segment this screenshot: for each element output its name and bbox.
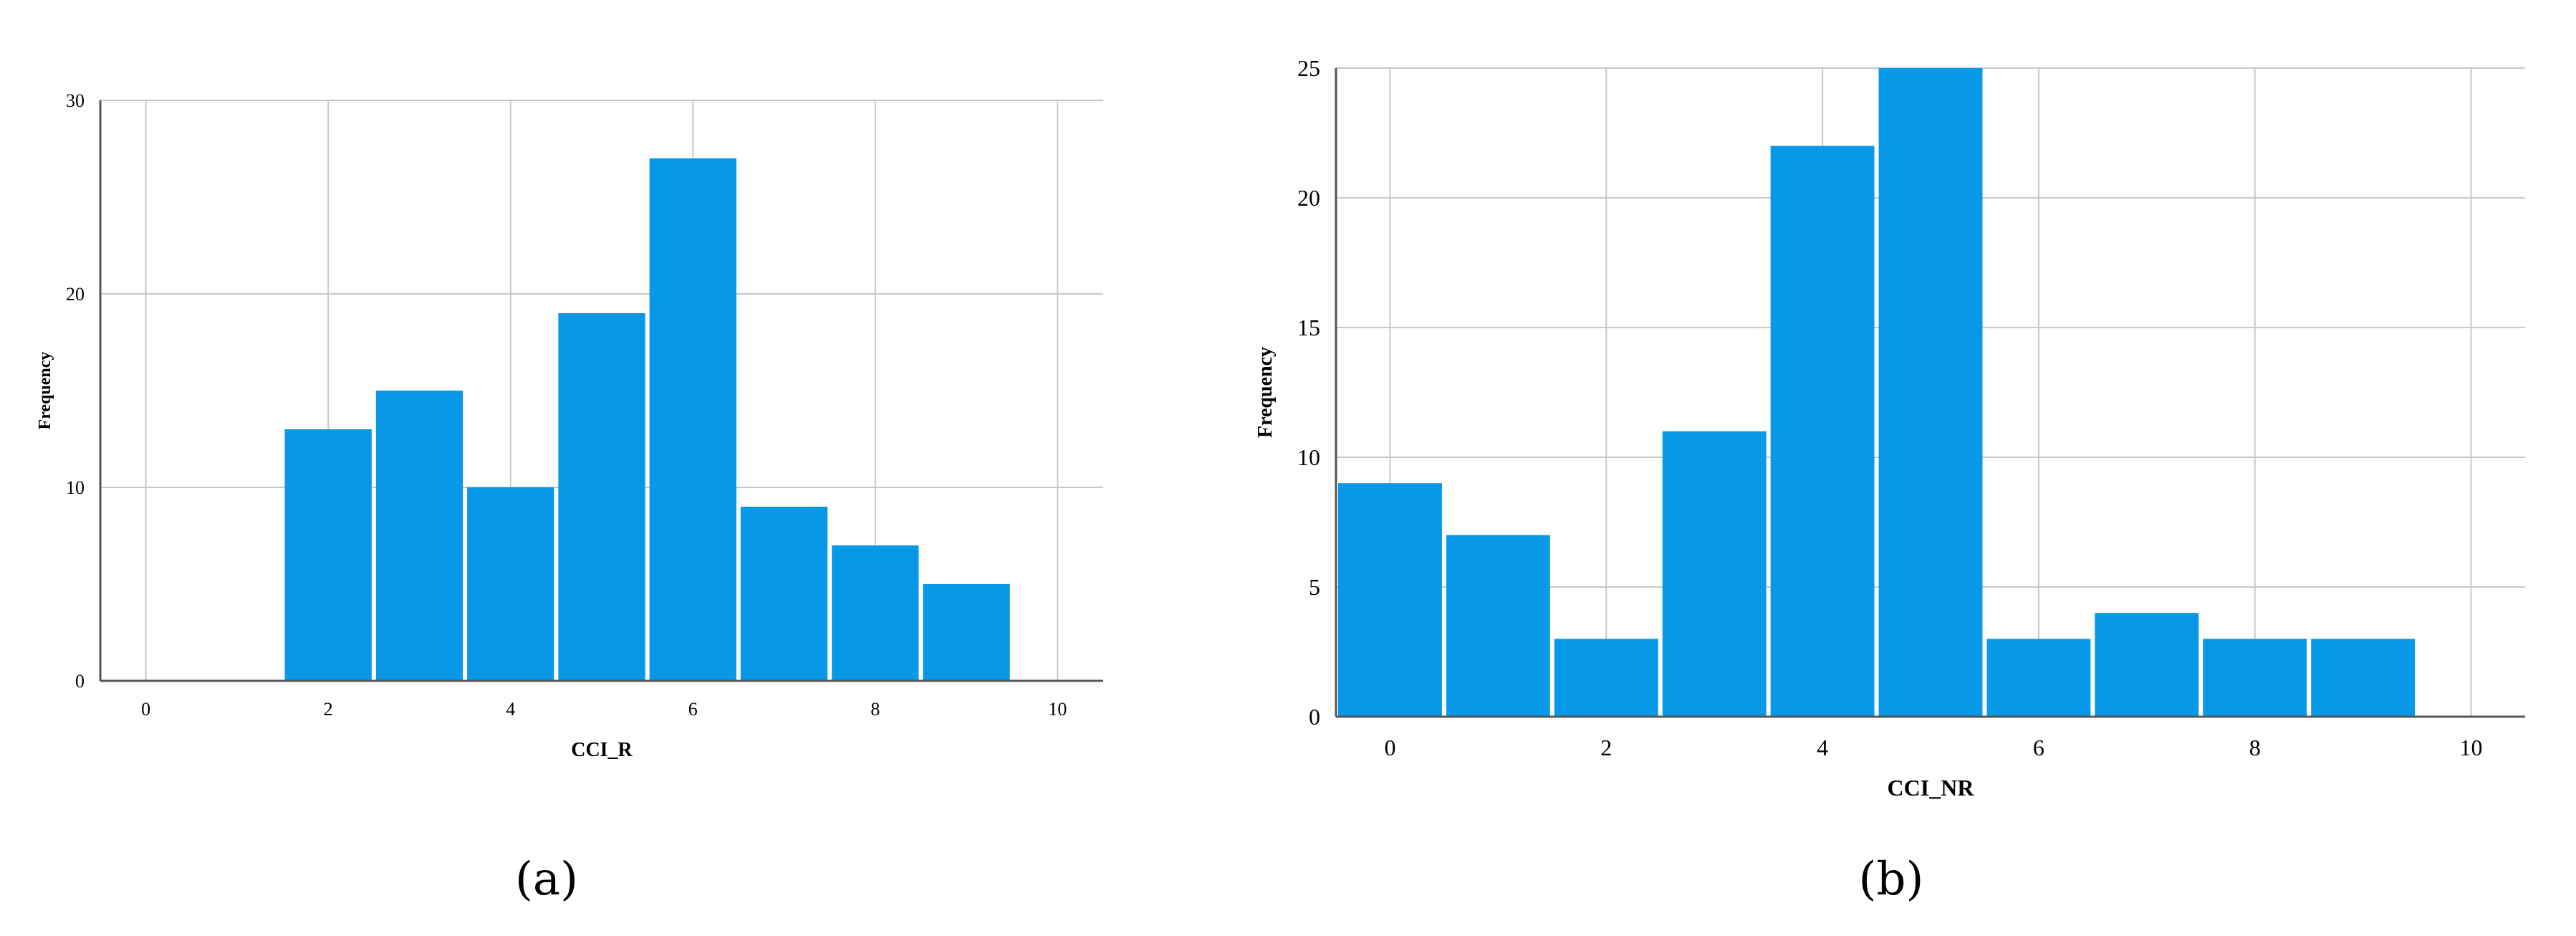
x-tick-label: 6 bbox=[688, 699, 698, 720]
caption-a: (a) bbox=[514, 853, 579, 906]
histogram-bar bbox=[923, 584, 1010, 681]
histogram-bar bbox=[1986, 639, 2091, 717]
x-tick-label: 0 bbox=[1384, 735, 1395, 760]
x-tick-label: 8 bbox=[2249, 735, 2261, 760]
y-tick-label: 20 bbox=[66, 284, 85, 305]
x-tick-label: 0 bbox=[141, 699, 150, 720]
histogram-bar bbox=[284, 429, 372, 681]
histogram-bar bbox=[1662, 431, 1767, 717]
y-axis-label: Frequency bbox=[1254, 347, 1277, 438]
y-tick-label: 10 bbox=[1297, 444, 1320, 470]
y-tick-label: 20 bbox=[1297, 185, 1320, 211]
histogram-bar bbox=[740, 507, 828, 681]
histogram-bar bbox=[1554, 639, 1658, 717]
x-tick-label: 2 bbox=[324, 699, 333, 720]
y-tick-label: 15 bbox=[1297, 315, 1320, 340]
x-axis-label: CCI_NR bbox=[1888, 775, 1975, 801]
x-tick-label: 10 bbox=[2460, 735, 2483, 760]
y-axis-label: Frequency bbox=[36, 352, 54, 430]
histogram-bar bbox=[375, 391, 463, 681]
x-tick-label: 4 bbox=[1817, 735, 1828, 760]
histogram-bar bbox=[1446, 535, 1550, 717]
histogram-bar bbox=[1878, 68, 1983, 717]
histogram-bar bbox=[2203, 639, 2307, 717]
x-axis-label: CCI_R bbox=[571, 739, 633, 761]
histogram-bar bbox=[832, 545, 919, 681]
caption-b: (b) bbox=[1858, 853, 1924, 906]
y-tick-label: 0 bbox=[75, 671, 85, 692]
x-tick-label: 2 bbox=[1600, 735, 1612, 760]
y-tick-label: 10 bbox=[66, 477, 85, 498]
y-tick-label: 30 bbox=[66, 90, 85, 111]
y-tick-label: 5 bbox=[1309, 574, 1320, 600]
histogram-bar bbox=[467, 487, 554, 681]
histogram-bar bbox=[2311, 639, 2416, 717]
x-tick-label: 6 bbox=[2033, 735, 2044, 760]
x-tick-label: 4 bbox=[506, 699, 515, 720]
histogram-bar bbox=[649, 158, 736, 681]
y-tick-label: 25 bbox=[1297, 55, 1320, 81]
histogram-bar bbox=[1770, 145, 1875, 717]
histogram-bar bbox=[558, 313, 645, 681]
y-tick-label: 0 bbox=[1309, 704, 1320, 730]
histogram-bar bbox=[2095, 613, 2199, 717]
x-tick-label: 10 bbox=[1048, 699, 1067, 720]
x-tick-label: 8 bbox=[870, 699, 880, 720]
histogram-bar bbox=[1338, 483, 1442, 717]
